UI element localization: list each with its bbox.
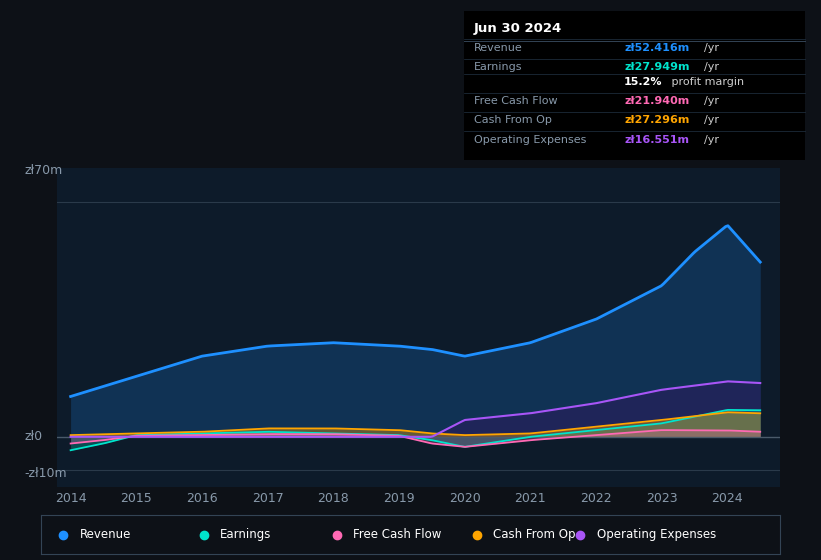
Text: Jun 30 2024: Jun 30 2024 <box>474 22 562 35</box>
Text: 15.2%: 15.2% <box>624 77 663 87</box>
Text: zł16.551m: zł16.551m <box>624 134 689 144</box>
Text: Operating Expenses: Operating Expenses <box>597 528 716 542</box>
Text: Revenue: Revenue <box>80 528 131 542</box>
Text: /yr: /yr <box>704 115 718 125</box>
Text: /yr: /yr <box>704 134 718 144</box>
Text: Revenue: Revenue <box>474 43 523 53</box>
Text: profit margin: profit margin <box>668 77 745 87</box>
Text: Earnings: Earnings <box>220 528 271 542</box>
Text: /yr: /yr <box>704 96 718 106</box>
Text: zł27.949m: zł27.949m <box>624 62 690 72</box>
Text: /yr: /yr <box>704 43 718 53</box>
Text: zł27.296m: zł27.296m <box>624 115 690 125</box>
Text: Operating Expenses: Operating Expenses <box>474 134 586 144</box>
Text: zł21.940m: zł21.940m <box>624 96 690 106</box>
Text: Free Cash Flow: Free Cash Flow <box>474 96 557 106</box>
Text: Free Cash Flow: Free Cash Flow <box>353 528 441 542</box>
Text: /yr: /yr <box>704 62 718 72</box>
Text: Cash From Op: Cash From Op <box>493 528 576 542</box>
Text: zł0: zł0 <box>25 430 43 444</box>
Text: Earnings: Earnings <box>474 62 523 72</box>
Text: Cash From Op: Cash From Op <box>474 115 552 125</box>
Text: zł52.416m: zł52.416m <box>624 43 690 53</box>
Text: zł70m: zł70m <box>25 164 63 178</box>
Text: -zł10m: -zł10m <box>25 466 67 480</box>
